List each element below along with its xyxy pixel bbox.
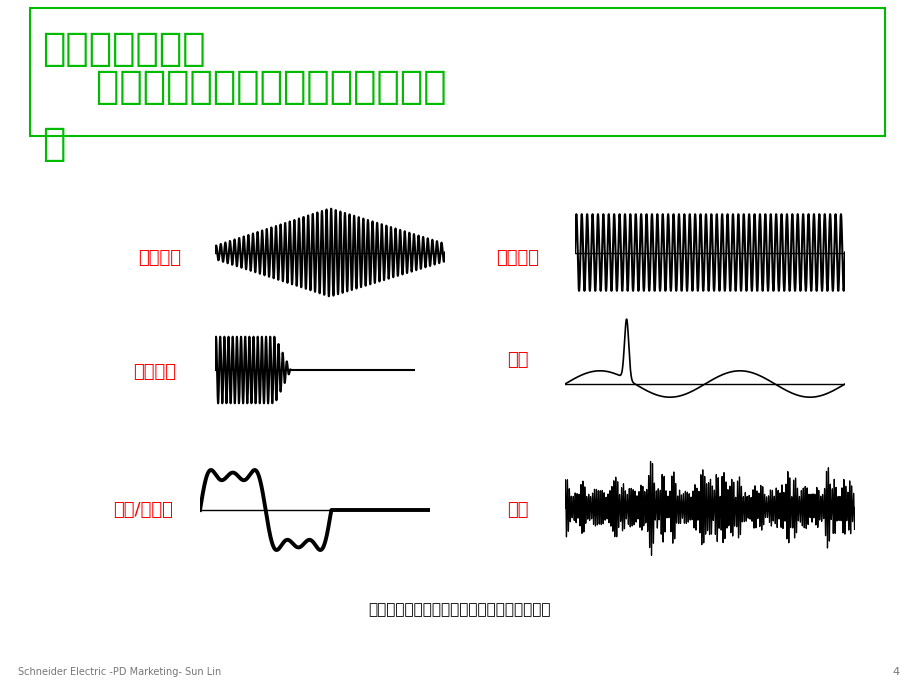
Text: Schneider Electric -PD Marketing- Sun Lin: Schneider Electric -PD Marketing- Sun Li… [18,667,221,677]
Text: 瞬变: 瞬变 [506,351,528,369]
Text: 导致设备失效或误动的关键原因之: 导致设备失效或误动的关键原因之 [42,68,446,106]
Text: 一: 一 [42,125,65,163]
Text: 电压中断: 电压中断 [133,363,176,381]
Text: 电能质量问题是: 电能质量问题是 [42,30,206,68]
Bar [30,8,884,136]
Text: 电压骤升: 电压骤升 [496,249,539,267]
Text: 4: 4 [892,667,899,677]
Text: 闪变: 闪变 [506,501,528,519]
Text: 电压骤降: 电压骤降 [139,249,181,267]
Text: 谐波/间谐波: 谐波/间谐波 [113,501,173,519]
Text: 与不良电能质量有关的几个最重要的波形畸变: 与不良电能质量有关的几个最重要的波形畸变 [369,602,550,618]
